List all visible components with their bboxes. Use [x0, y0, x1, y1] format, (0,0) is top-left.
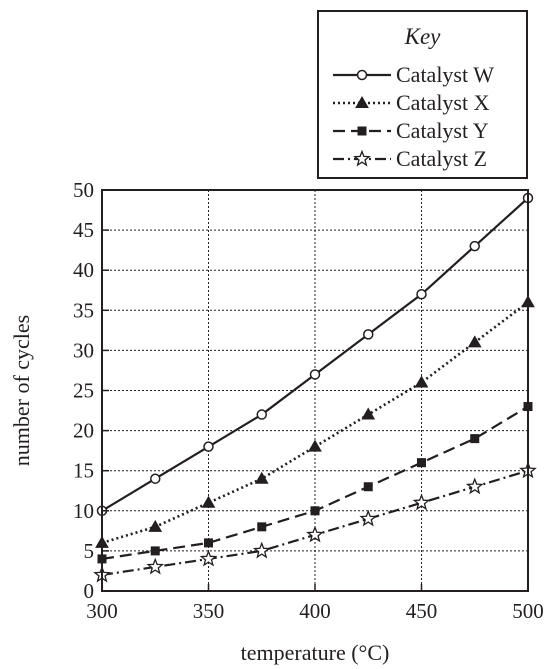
series-group — [93, 192, 537, 583]
y-tick-label: 0 — [84, 579, 95, 603]
x-tick-label: 350 — [193, 599, 225, 623]
x-axis-title: temperature (°C) — [241, 640, 390, 665]
data-point-catalyst-w — [150, 473, 161, 484]
x-tick-label: 450 — [406, 599, 438, 623]
data-point-catalyst-z — [199, 549, 218, 567]
data-point-catalyst-w — [309, 369, 321, 380]
y-tick-label: 30 — [73, 338, 94, 362]
x-tick-label: 400 — [299, 599, 331, 623]
legend-item-catalyst-y: Catalyst Y — [333, 118, 489, 143]
legend-item-catalyst-w: Catalyst W — [333, 62, 494, 87]
legend-label-catalyst-x: Catalyst X — [396, 90, 490, 115]
data-point-catalyst-y — [310, 506, 320, 516]
data-point-catalyst-z — [146, 557, 165, 575]
axis-ticks: 300 350 400 450 500 0 5 10 15 20 25 30 35 40 45 50 — [73, 178, 544, 623]
series-line-catalyst-x — [101, 301, 529, 545]
data-point-catalyst-w — [363, 329, 374, 340]
legend-item-catalyst-z: Catalyst Z — [333, 146, 487, 171]
y-tick-label: 40 — [73, 258, 94, 282]
data-point-catalyst-x — [361, 407, 376, 420]
legend-box — [317, 10, 528, 179]
data-point-catalyst-x — [414, 375, 429, 388]
y-tick-label: 15 — [73, 459, 94, 483]
data-point-catalyst-x — [254, 471, 269, 484]
data-point-catalyst-w — [469, 240, 480, 252]
x-tick-label: 300 — [86, 599, 118, 623]
data-point-catalyst-x — [467, 335, 482, 348]
data-point-catalyst-x — [148, 519, 163, 532]
legend-title: Key — [404, 24, 442, 49]
data-point-catalyst-y — [204, 538, 213, 548]
legend-label-catalyst-z: Catalyst Z — [396, 146, 487, 171]
y-tick-label: 5 — [84, 539, 95, 563]
data-point-catalyst-z — [306, 525, 324, 543]
legend-marker-catalyst-w — [356, 69, 368, 81]
y-tick-label: 20 — [73, 419, 94, 443]
data-point-catalyst-z — [359, 509, 378, 527]
data-point-catalyst-z — [252, 541, 271, 559]
y-tick-label: 45 — [73, 218, 94, 242]
y-tick-label: 10 — [73, 499, 94, 523]
grid — [102, 190, 528, 591]
data-point-catalyst-y — [257, 522, 267, 532]
legend-marker-catalyst-z — [353, 149, 371, 167]
y-tick-label: 25 — [73, 379, 94, 403]
legend-items: Catalyst W Catalyst X Catalyst Y Catalyst Z — [333, 62, 494, 171]
y-tick-label: 35 — [73, 298, 94, 322]
data-point-catalyst-x — [201, 495, 216, 508]
y-tick-label: 50 — [73, 178, 94, 202]
y-axis-title: number of cycles — [9, 315, 34, 467]
x-tick-label: 500 — [512, 599, 544, 623]
data-point-catalyst-w — [416, 289, 427, 300]
legend-label-catalyst-w: Catalyst W — [396, 62, 494, 87]
data-point-catalyst-y — [470, 434, 480, 444]
legend-item-catalyst-x: Catalyst X — [333, 90, 490, 115]
data-point-catalyst-y — [363, 482, 373, 492]
legend-label-catalyst-y: Catalyst Y — [396, 118, 489, 143]
data-point-catalyst-w — [203, 441, 214, 452]
data-point-catalyst-z — [412, 493, 431, 511]
legend-marker-catalyst-x — [355, 95, 369, 108]
data-point-catalyst-w — [256, 409, 267, 420]
data-point-catalyst-z — [465, 477, 484, 495]
legend-marker-catalyst-y — [357, 126, 367, 136]
data-point-catalyst-y — [417, 458, 426, 468]
data-point-catalyst-x — [308, 439, 322, 452]
data-point-catalyst-y — [150, 546, 160, 556]
